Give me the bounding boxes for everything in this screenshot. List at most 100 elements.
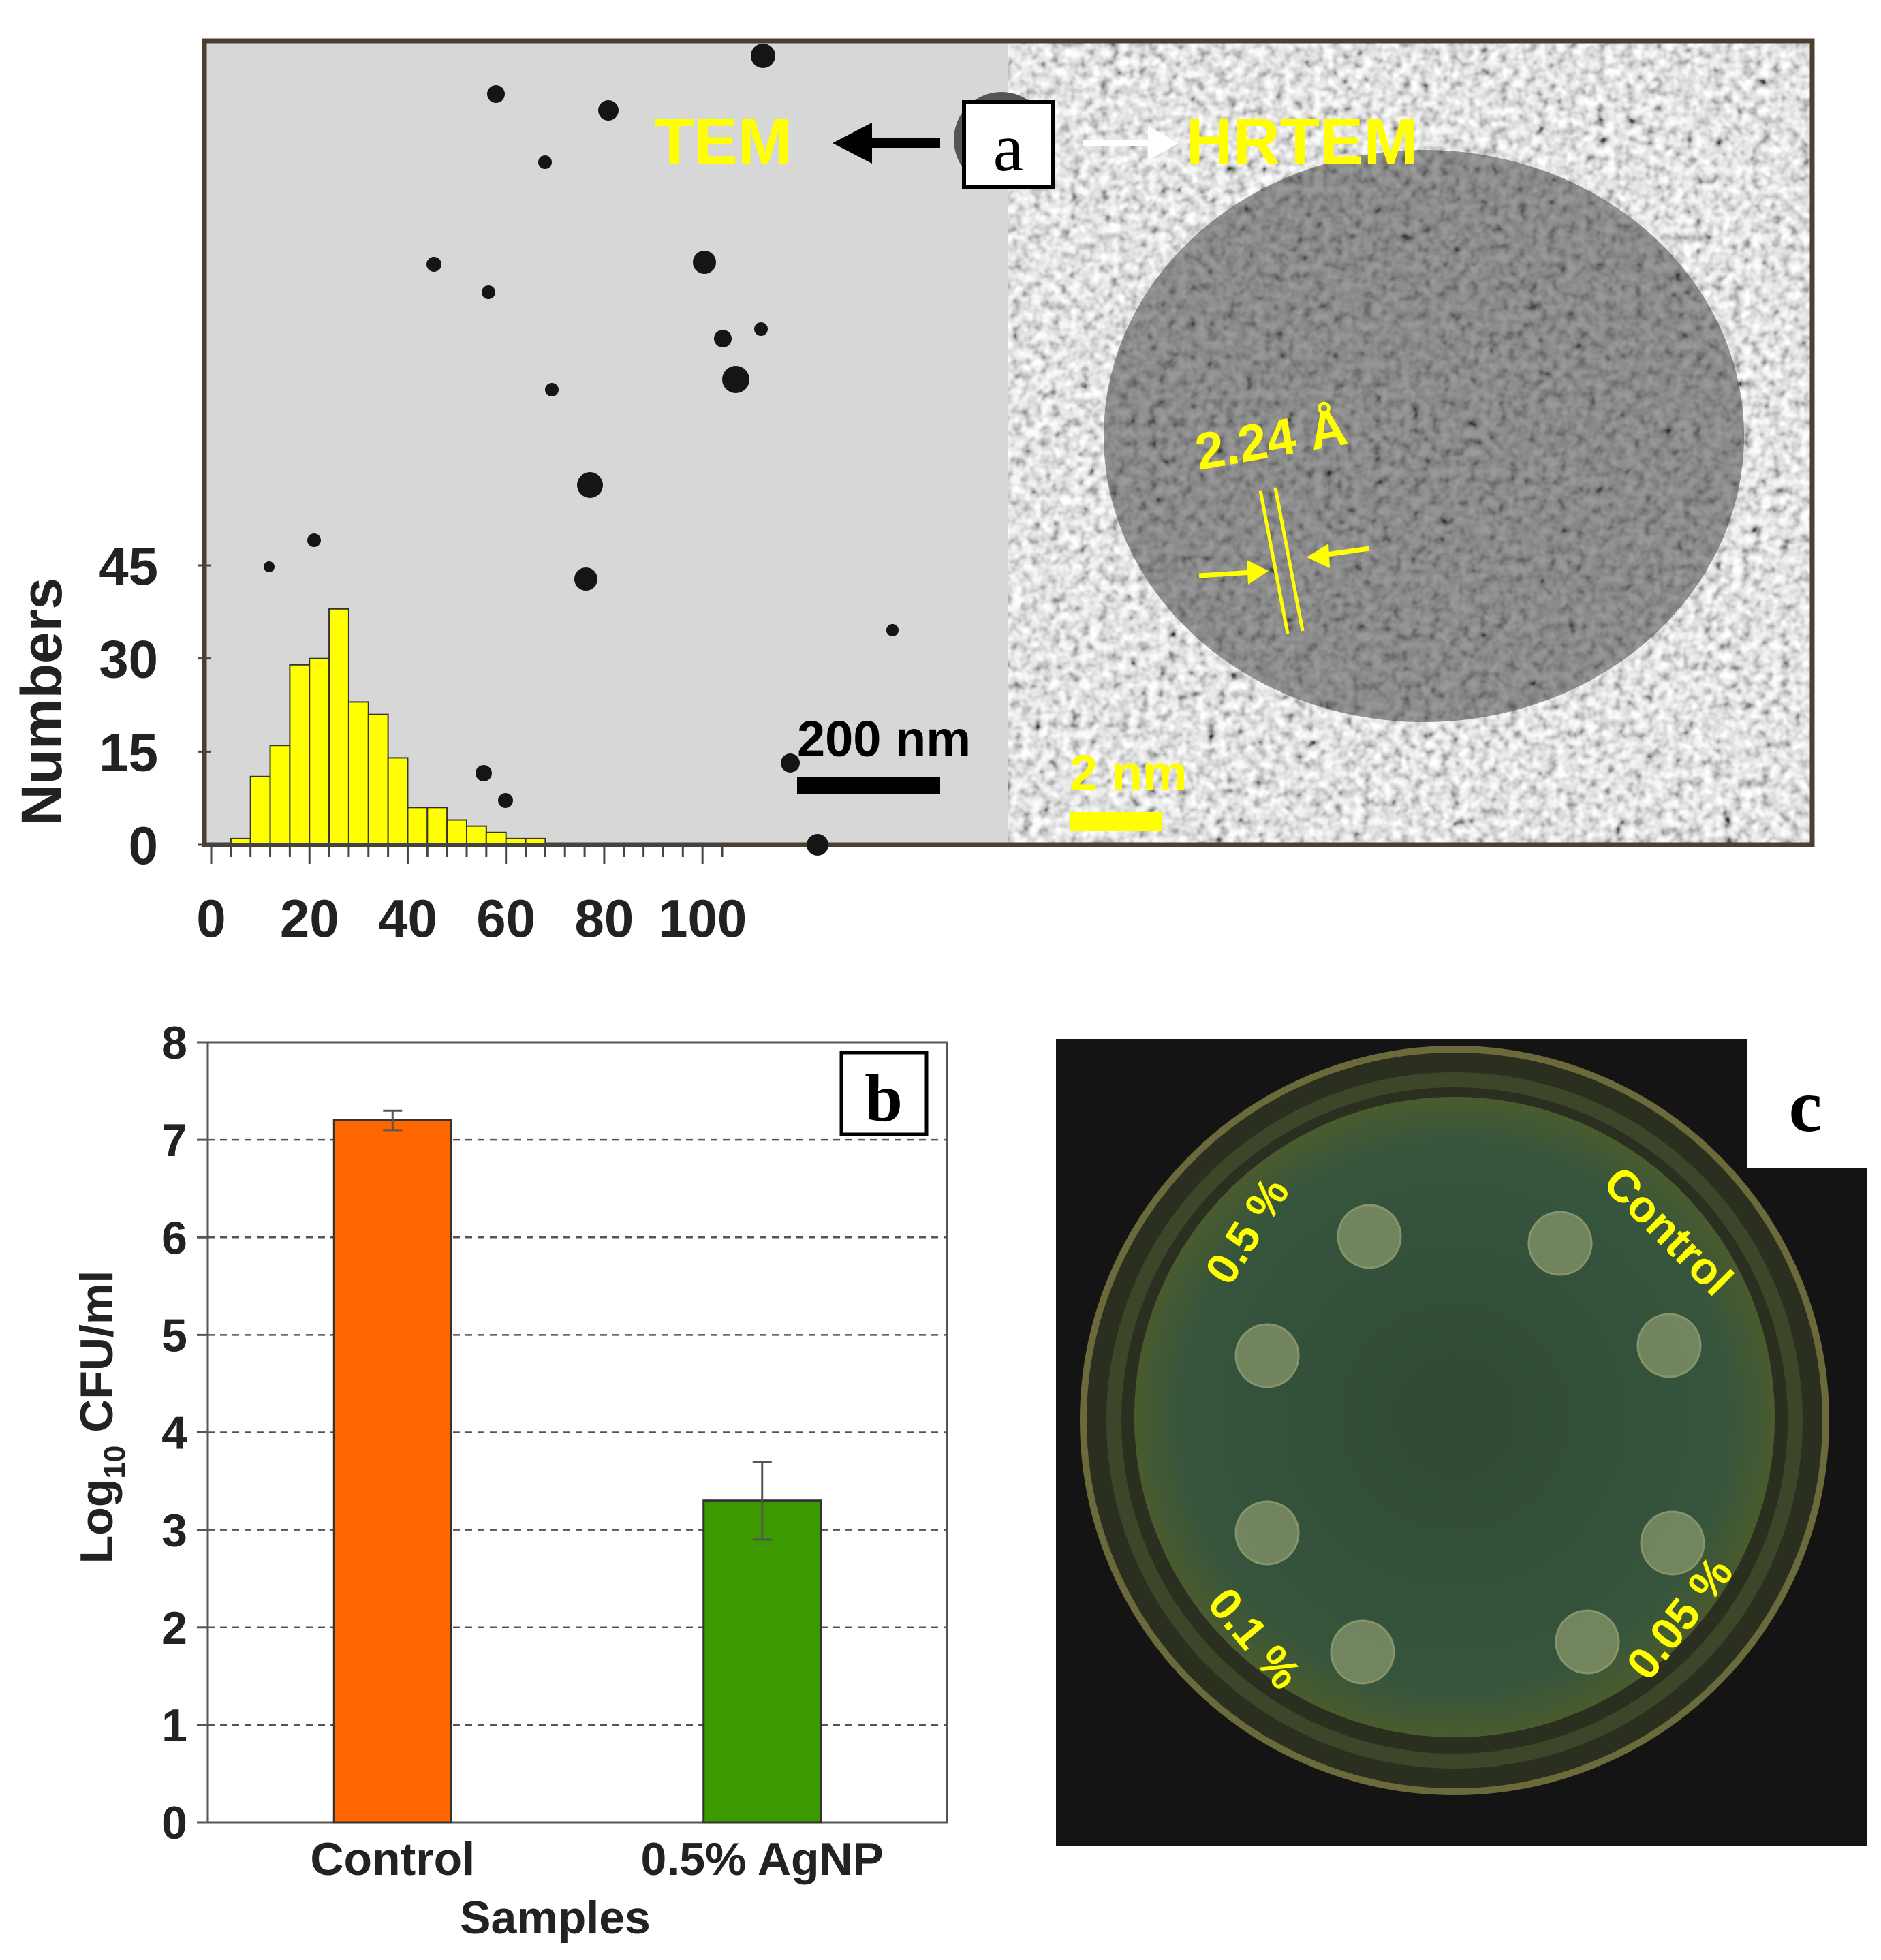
- chart-b-y-tick-label: 6: [161, 1212, 187, 1264]
- well-disc: [1527, 1211, 1593, 1276]
- panel-a-label-box: [962, 100, 1055, 189]
- chart-b-category-label: Control: [310, 1833, 475, 1885]
- hrtem-image: [1008, 41, 1812, 845]
- nanoparticle-dot: [751, 44, 775, 68]
- histogram-bar: [309, 657, 330, 846]
- well-disc: [1234, 1323, 1300, 1388]
- histogram-x-tick-label: 60: [476, 888, 535, 948]
- ylabel-sub: 10: [98, 1446, 131, 1479]
- nanoparticle-dot: [714, 330, 732, 347]
- chart-b-bar: [332, 1119, 452, 1824]
- nanoparticle-dot: [577, 472, 603, 498]
- panel-c-label: c: [1789, 1064, 1822, 1147]
- histogram-bar: [347, 701, 369, 846]
- histogram-bar: [289, 664, 311, 845]
- tem-scale-bar: [797, 777, 940, 794]
- panel-a-label: a: [993, 110, 1023, 185]
- chart-b-category-label: 0.5% AgNP: [641, 1833, 884, 1885]
- chart-b-y-tick-label: 7: [161, 1115, 187, 1166]
- tem-scale-text: 200 nm: [797, 711, 971, 767]
- nanoparticle-dot: [598, 100, 619, 121]
- panel-b: 0 1 2 3 4 5 6 7 8 Control 0.5% AgNP b Samples Log1…: [71, 1017, 948, 1944]
- nanoparticle-dot: [498, 793, 513, 808]
- nanoparticle-dot: [545, 383, 559, 396]
- well-disc: [1555, 1609, 1620, 1675]
- size-histogram: 0 20 40 60 80 100 0 15 30 45: [99, 536, 747, 948]
- panel-c-label-box: [1747, 1039, 1867, 1168]
- ylabel-rest: CFU/ml: [71, 1271, 123, 1446]
- petri-dish-inner-rim: [1106, 1072, 1803, 1769]
- nanoparticle-dot: [487, 85, 505, 103]
- histogram-bar: [249, 775, 271, 846]
- lattice-arrow-left: [1198, 570, 1254, 578]
- chart-b-x-label: Samples: [460, 1892, 651, 1944]
- well-disc: [1640, 1510, 1705, 1576]
- histogram-bar: [466, 825, 487, 845]
- panel-a: TEM a HRTEM 2.24 Å 200 nm 2 nm 0 20 40 60 80…: [10, 38, 1815, 948]
- hrtem-scale-text: 2 nm: [1070, 745, 1187, 801]
- nanoparticle-dot: [538, 155, 552, 169]
- panel-b-label: b: [865, 1060, 903, 1136]
- histogram-bar: [367, 713, 389, 845]
- histogram-bar: [446, 819, 468, 845]
- histogram-bar: [269, 745, 291, 845]
- nanoparticle-dot: [264, 561, 275, 572]
- histogram-y-tick-label: 0: [129, 815, 158, 875]
- nanoparticle-dot: [754, 322, 768, 336]
- lattice-line-1: [1258, 490, 1290, 634]
- histogram-y-tick-label: 45: [99, 536, 158, 596]
- nanoparticle-dot: [781, 753, 800, 773]
- nanoparticle-dot: [693, 251, 716, 274]
- well-disc: [1330, 1619, 1395, 1685]
- chart-b-y-tick-label: 3: [161, 1505, 187, 1557]
- histogram-y-tick-label: 15: [99, 722, 158, 782]
- cfu-bar-chart: 0 1 2 3 4 5 6 7 8 Control 0.5% AgNP: [161, 1017, 948, 1885]
- agar-plate: [1134, 1097, 1775, 1737]
- panel-c: 0.5 % Control 0.1 % 0.05 % c: [1056, 1039, 1867, 1846]
- panel-a-frame: [202, 38, 1815, 847]
- well-disc: [1234, 1500, 1300, 1566]
- nanoparticle-dot: [807, 834, 828, 856]
- lattice-arrow-right: [1321, 546, 1370, 558]
- arrow-left-head: [833, 123, 872, 164]
- histogram-x-tick-label: 40: [378, 888, 437, 948]
- panel-b-label-box: [839, 1051, 929, 1136]
- ylabel-log: Log: [71, 1479, 123, 1564]
- histogram-x-tick-label: 80: [575, 888, 634, 948]
- histogram-x-tick-label: 0: [196, 888, 226, 948]
- hrtem-scale-bar: [1070, 812, 1162, 831]
- histogram-y-label: Numbers: [10, 578, 74, 826]
- nanoparticle-dot: [574, 567, 597, 591]
- histogram-x-tick-label: 100: [658, 888, 747, 948]
- well-disc: [1337, 1204, 1402, 1269]
- nanoparticle-lattice: [1104, 150, 1744, 722]
- nanoparticle-dot: [482, 285, 495, 299]
- chart-b-y-tick-label: 0: [161, 1797, 187, 1849]
- wells: [1234, 1204, 1705, 1685]
- nanoparticle-dot: [426, 257, 441, 272]
- chart-b-y-tick-label: 8: [161, 1017, 187, 1069]
- histogram-bar: [407, 807, 429, 846]
- nanoparticle-dot: [886, 624, 899, 636]
- chart-b-y-tick-label: 4: [161, 1407, 187, 1459]
- histogram-bar: [426, 807, 448, 846]
- chart-b-y-tick-label: 1: [161, 1700, 187, 1752]
- chart-b-y-tick-label: 2: [161, 1602, 187, 1654]
- chart-b-y-label: Log10 CFU/ml: [71, 1271, 131, 1564]
- arrow-right-head: [1148, 126, 1179, 160]
- histogram-bar: [328, 608, 349, 845]
- chart-b-y-tick-label: 5: [161, 1309, 187, 1361]
- nanoparticle-dot: [476, 765, 492, 781]
- lattice-arrow-left-head: [1247, 560, 1269, 585]
- hrtem-label: HRTEM: [1185, 105, 1418, 178]
- tem-label: TEM: [654, 105, 792, 178]
- histogram-y-tick-label: 30: [99, 629, 158, 689]
- nanoparticle-dot: [722, 366, 749, 393]
- lattice-line-2: [1273, 487, 1305, 632]
- histogram-bar: [485, 831, 507, 846]
- histogram-x-tick-label: 20: [280, 888, 339, 948]
- histogram-bar: [387, 757, 409, 846]
- well-disc: [1636, 1313, 1702, 1378]
- nanoparticle-dot: [307, 533, 321, 547]
